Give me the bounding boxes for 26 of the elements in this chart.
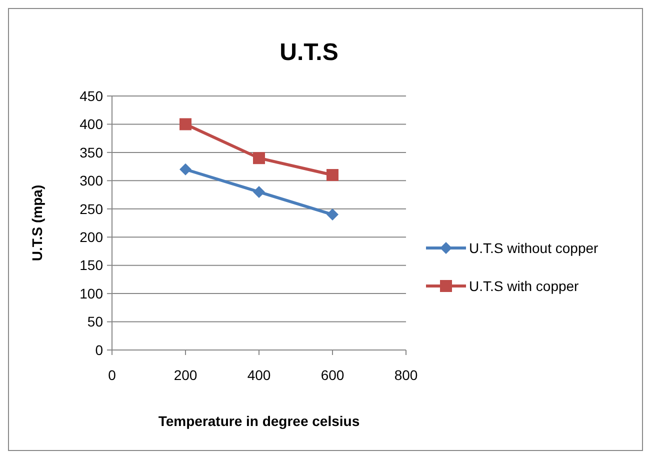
point: [253, 186, 265, 198]
y-axis-title: U.T.S (mpa): [29, 184, 45, 262]
point: [326, 169, 338, 182]
y-tick-label: 300: [80, 172, 104, 189]
legend-label: U.T.S with copper: [469, 278, 580, 294]
y-tick-label: 50: [87, 314, 104, 330]
x-tick-label: 200: [174, 367, 198, 383]
point: [180, 163, 192, 176]
x-tick-label: 600: [320, 367, 344, 383]
y-tick-label: 150: [80, 257, 104, 274]
x-tick-label: 400: [247, 367, 271, 383]
x-tick-label: 800: [394, 367, 418, 383]
point: [180, 118, 192, 130]
point: [253, 152, 265, 164]
x-tick-label: 0: [108, 367, 116, 383]
y-tick-label: 100: [80, 285, 104, 302]
point: [326, 208, 338, 221]
y-tick-label: 0: [95, 342, 104, 358]
y-tick-label: 400: [80, 116, 104, 132]
chart-title: U.T.S: [280, 39, 338, 66]
y-tick-label: 250: [80, 200, 104, 217]
x-axis-title: Temperature in degree celsius: [158, 413, 360, 429]
y-tick-label: 350: [80, 144, 104, 160]
y-tick-label: 200: [80, 229, 104, 246]
y-tick-label: 450: [80, 88, 104, 104]
legend-label: U.T.S without copper: [469, 240, 599, 256]
